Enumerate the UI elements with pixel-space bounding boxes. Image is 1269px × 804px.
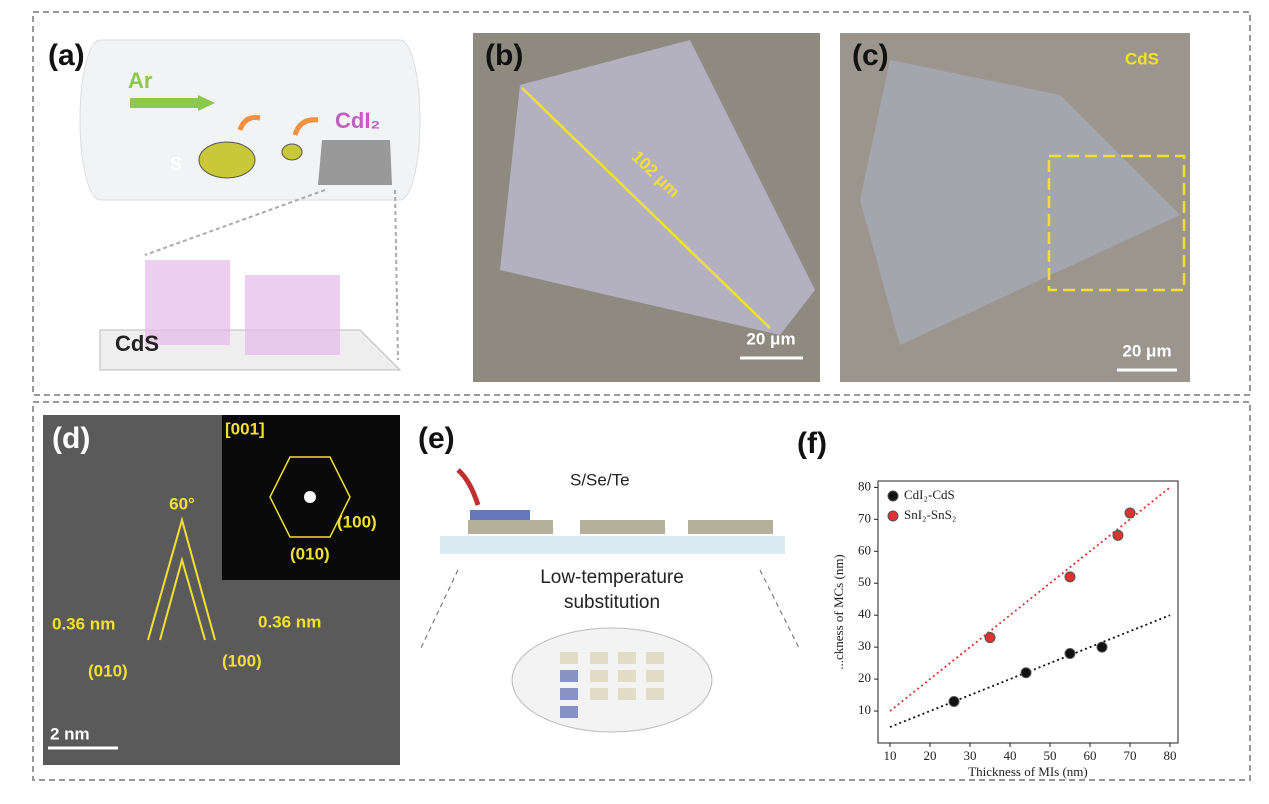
arrow: [237, 115, 261, 131]
label: CdS: [115, 331, 159, 356]
y-tick-label: 20: [858, 670, 871, 685]
panel-label: (e): [418, 422, 455, 455]
point: [1124, 507, 1136, 519]
label: 0.36 nm: [52, 614, 115, 633]
measure: [521, 87, 771, 329]
label: S: [170, 154, 182, 174]
panel-label: (b): [485, 39, 523, 72]
devices-converted: [560, 670, 578, 718]
label: [001]: [225, 419, 265, 438]
y-tick-label: 80: [858, 478, 871, 493]
point: [984, 632, 996, 644]
arrow-head: [198, 95, 215, 111]
scale-label: 20 μm: [1122, 341, 1171, 360]
substrate: [318, 140, 392, 185]
arrow: [456, 468, 481, 506]
sulfur: [198, 141, 256, 179]
point: [948, 695, 960, 707]
guide: [144, 189, 326, 256]
film: [468, 520, 553, 534]
panel-c: (c) CdS 20 μm: [840, 33, 1190, 382]
x-tick-label: 60: [1084, 748, 1097, 763]
label: 0.36 nm: [258, 612, 321, 631]
label: (010): [290, 544, 330, 563]
panel-e: (e) S/Se/Te Low-temperature substitution: [418, 422, 801, 733]
label: Ar: [128, 68, 153, 93]
flake: [860, 60, 1180, 345]
label: (100): [222, 651, 262, 670]
point: [1064, 648, 1076, 660]
angle-lines: [147, 516, 216, 641]
guide: [759, 569, 801, 651]
hexagon: [269, 456, 351, 538]
plot-area: [877, 480, 1179, 744]
sulfur: [281, 143, 303, 161]
point: [1064, 571, 1076, 583]
frame-bottom: [32, 401, 1251, 781]
legend-label: CdI₂-CdS: [904, 487, 955, 502]
y-tick-label: 50: [858, 574, 871, 589]
x-tick-label: 50: [1044, 748, 1057, 763]
arrow: [292, 117, 319, 136]
panel-a: (a) Ar S CdI₂ CdS: [48, 39, 421, 371]
label: substitution: [564, 592, 660, 613]
highlight: [1047, 154, 1186, 292]
panel-label: (f): [797, 427, 827, 460]
x-tick-label: 70: [1124, 748, 1137, 763]
point: [1096, 641, 1108, 653]
y-axis-label: ...ckness of MCs (nm): [831, 554, 846, 670]
point: [1112, 529, 1124, 541]
crystal: [245, 275, 340, 355]
label: (100): [337, 512, 377, 531]
label: Low-temperature: [540, 567, 684, 588]
label: 60°: [169, 494, 195, 513]
film: [470, 510, 530, 520]
y-tick-label: 30: [858, 638, 871, 653]
x-tick-label: 30: [964, 748, 977, 763]
x-axis-label: Thickness of MIs (nm): [968, 764, 1088, 779]
substrate: [440, 536, 785, 554]
label: S/Se/Te: [570, 470, 630, 489]
y-tick-label: 60: [858, 542, 871, 557]
film: [580, 520, 665, 534]
legend-marker: [887, 490, 899, 502]
label: CdI₂: [335, 108, 380, 133]
guide: [394, 189, 399, 361]
y-tick-label: 40: [858, 606, 871, 621]
x-tick-label: 10: [884, 748, 897, 763]
film: [688, 520, 773, 534]
point: [1020, 667, 1032, 679]
panel-b: (b) 102 μm 20 μm: [473, 33, 820, 382]
scale-label: 20 μm: [746, 329, 795, 348]
label: (010): [88, 661, 128, 680]
crystal: [145, 260, 230, 345]
panel-label: (a): [48, 39, 85, 72]
x-tick-label: 80: [1164, 748, 1177, 763]
wafer: [511, 627, 713, 733]
x-tick-label: 20: [924, 748, 937, 763]
legend-marker: [887, 510, 899, 522]
spot: [304, 491, 316, 503]
chart: 10 20 30 40 50 60 70 80 10 20 30 40 50 60 70 80 Thicknes…: [831, 478, 1179, 779]
y-tick-label: 70: [858, 510, 871, 525]
x-tick-label: 40: [1004, 748, 1017, 763]
flake: [500, 40, 815, 335]
panel-label: (d): [52, 422, 90, 455]
label: CdS: [1125, 49, 1159, 68]
panel-label: (c): [852, 39, 889, 72]
scale-label: 2 nm: [50, 724, 90, 743]
legend-label: SnI₂-SnS₂: [904, 507, 956, 522]
panel-d: (d) [001] (100) (010) 60° 0.36 nm 0.36 n…: [43, 415, 400, 765]
guide: [419, 569, 459, 651]
y-tick-label: 10: [858, 702, 871, 717]
devices: [560, 652, 664, 700]
